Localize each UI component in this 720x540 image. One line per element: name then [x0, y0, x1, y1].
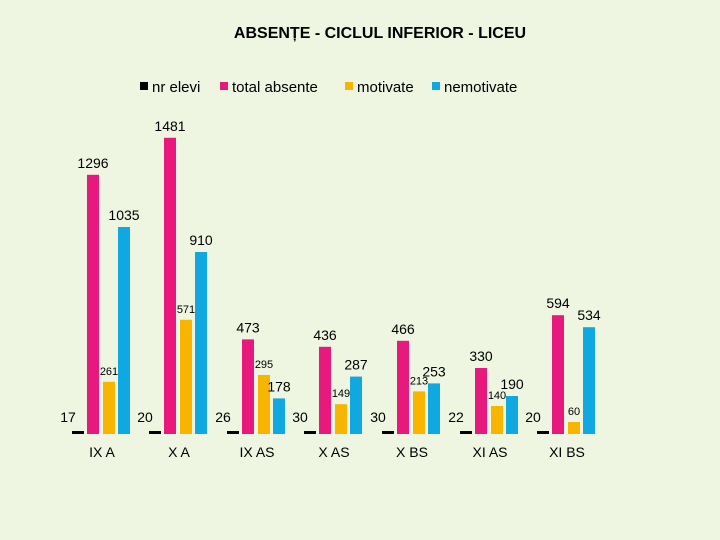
legend-swatch-motivate	[345, 82, 353, 90]
category-label-4: X BS	[396, 444, 428, 460]
data-label-total-absente-2: 473	[236, 319, 260, 335]
bar-nemotivate-4	[428, 383, 440, 434]
legend-label-nr-elevi: nr elevi	[152, 79, 200, 96]
data-label-nemotivate-1: 910	[189, 232, 213, 248]
data-label-motivate-3: 149	[332, 388, 350, 400]
bar-motivate-0	[103, 381, 115, 434]
bar-total-absente-5	[475, 368, 487, 434]
data-label-nr-elevi-6: 20	[525, 409, 541, 425]
data-label-motivate-6: 60	[568, 406, 580, 418]
data-label-nr-elevi-1: 20	[137, 409, 153, 425]
category-label-0: IX A	[89, 444, 115, 460]
data-label-nemotivate-6: 534	[577, 307, 601, 323]
legend-swatch-nr-elevi	[140, 82, 148, 90]
bar-nemotivate-6	[583, 327, 595, 434]
bar-motivate-1	[180, 319, 192, 434]
bar-nr-elevi-6	[537, 431, 549, 434]
category-label-6: XI BS	[549, 444, 585, 460]
legend-swatch-nemotivate	[432, 82, 440, 90]
data-label-motivate-5: 140	[488, 390, 506, 402]
data-labels-group: 1712962611035201481571910264732951783043…	[60, 118, 601, 425]
data-label-nr-elevi-3: 30	[292, 409, 308, 425]
category-label-1: X A	[168, 444, 190, 460]
data-label-nemotivate-0: 1035	[108, 207, 139, 223]
data-label-total-absente-4: 466	[391, 321, 415, 337]
data-label-nr-elevi-5: 22	[448, 409, 464, 425]
bar-total-absente-4	[397, 340, 409, 434]
legend-label-total-absente: total absente	[232, 79, 318, 96]
bar-nr-elevi-0	[72, 431, 84, 434]
bar-nemotivate-5	[506, 396, 518, 434]
data-label-motivate-2: 295	[255, 359, 273, 371]
bar-nemotivate-3	[350, 376, 362, 434]
legend-label-motivate: motivate	[357, 79, 414, 96]
data-label-total-absente-1: 1481	[154, 118, 185, 134]
data-label-total-absente-5: 330	[469, 348, 493, 364]
data-label-nr-elevi-2: 26	[215, 409, 231, 425]
category-label-2: IX AS	[239, 444, 274, 460]
chart-title: ABSENȚE - CICLUL INFERIOR - LICEU	[234, 25, 526, 42]
bar-nemotivate-0	[118, 227, 130, 434]
bars-group	[72, 137, 595, 435]
data-label-nemotivate-2: 178	[267, 378, 291, 394]
bar-nr-elevi-1	[149, 431, 161, 434]
bar-motivate-3	[335, 404, 347, 434]
bar-nr-elevi-5	[460, 431, 472, 434]
bar-nemotivate-1	[195, 252, 207, 434]
legend: nr elevi total absente motivate nemotivate	[140, 79, 517, 96]
data-label-motivate-0: 261	[100, 366, 118, 378]
bar-nemotivate-2	[273, 398, 285, 434]
data-label-total-absente-0: 1296	[77, 155, 108, 171]
legend-label-nemotivate: nemotivate	[444, 79, 517, 96]
data-label-nr-elevi-4: 30	[370, 409, 386, 425]
data-label-total-absente-3: 436	[313, 327, 337, 343]
data-label-motivate-1: 571	[177, 304, 195, 316]
bar-nr-elevi-2	[227, 431, 239, 434]
category-labels-group: IX A X A IX AS X AS X BS XI AS XI BS	[89, 444, 585, 460]
bar-motivate-2	[258, 375, 270, 434]
bar-motivate-4	[413, 391, 425, 434]
data-label-nr-elevi-0: 17	[60, 409, 76, 425]
bar-total-absente-3	[319, 346, 331, 434]
bar-nr-elevi-4	[382, 431, 394, 434]
bar-total-absente-6	[552, 315, 564, 434]
data-label-nemotivate-5: 190	[500, 376, 524, 392]
bar-total-absente-1	[164, 137, 176, 435]
data-label-nemotivate-3: 287	[344, 357, 368, 373]
bar-total-absente-0	[87, 174, 99, 435]
bar-motivate-5	[491, 406, 503, 434]
data-label-nemotivate-4: 253	[422, 363, 446, 379]
legend-swatch-total-absente	[220, 82, 228, 90]
data-label-motivate-4: 213	[410, 375, 428, 387]
bar-nr-elevi-3	[304, 431, 316, 434]
bar-motivate-6	[568, 422, 580, 434]
category-label-5: XI AS	[472, 444, 507, 460]
data-label-total-absente-6: 594	[546, 295, 570, 311]
category-label-3: X AS	[318, 444, 349, 460]
bar-total-absente-2	[242, 339, 254, 434]
